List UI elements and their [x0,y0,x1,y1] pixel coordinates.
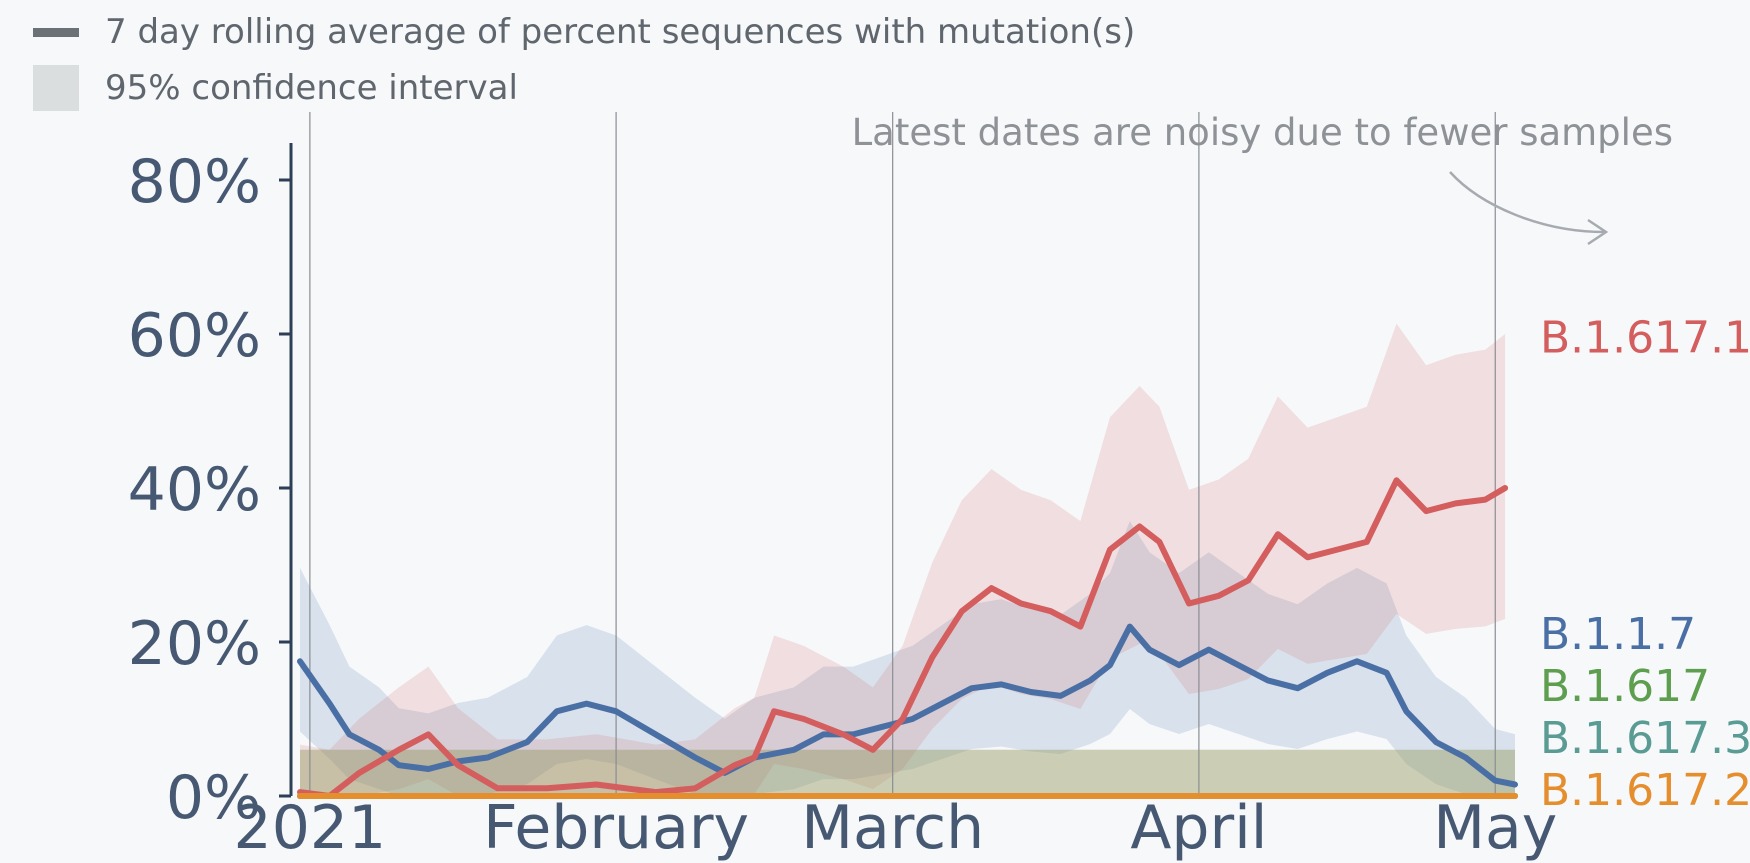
y-tick-label: 80% [128,147,261,217]
month-gridlines [309,112,1496,796]
x-tick-label: 2021 [234,793,387,863]
confidence-band [300,323,1506,796]
y-tick-label: 40% [128,455,261,525]
series-lines [297,477,1518,799]
series-end-label: B.1.617 [1540,661,1710,712]
legend-line-label: 7 day rolling average of percent sequenc… [105,12,1136,52]
legend-band-label: 95% confidence interval [105,68,518,108]
x-tick-label: March [801,793,984,863]
legend-line-item: 7 day rolling average of percent sequenc… [33,4,1135,60]
series-end-label: B.1.617.1 [1540,313,1750,364]
series-end-label: B.1.1.7 [1540,609,1696,660]
x-axis-ticks: 2021 February March April May [234,793,1558,863]
x-tick-label: February [483,793,749,863]
y-tick-label: 0% [166,763,261,833]
series-line [297,477,1509,799]
confidence-bands [300,323,1515,796]
series-end-label: B.1.617.2 [1540,765,1750,816]
y-axis-ticks: 0% 20% 40% 60% 80% [128,147,291,833]
legend-band-swatch [33,65,79,111]
legend: 7 day rolling average of percent sequenc… [33,4,1135,116]
y-tick-label: 60% [128,301,261,371]
x-tick-label: May [1433,793,1557,863]
legend-line-swatch [33,27,79,37]
series-end-labels: B.1.617.1 B.1.1.7B.1.617B.1.617.3B.1.617.… [1540,313,1750,816]
y-tick-label: 20% [128,609,261,679]
series-line [297,623,1518,788]
chart-annotation: Latest dates are noisy due to fewer samp… [852,111,1673,154]
legend-band-item: 95% confidence interval [33,60,1135,116]
annotation-arrow [1449,171,1609,246]
confidence-band [300,521,1515,796]
series-end-label: B.1.617.3 [1540,713,1750,764]
x-tick-label: April [1130,793,1267,863]
